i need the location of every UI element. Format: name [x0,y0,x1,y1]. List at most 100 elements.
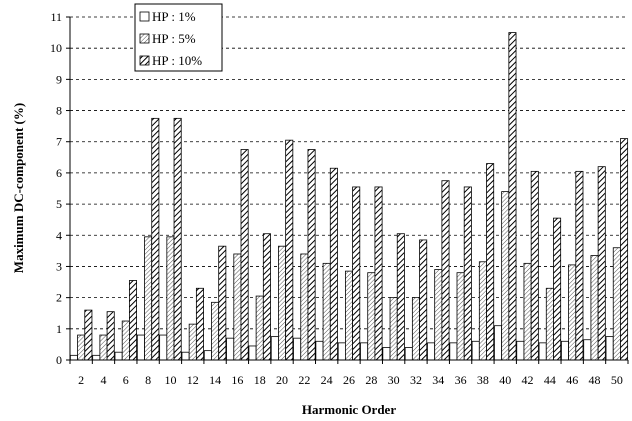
bar-4-series-2 [106,311,115,361]
x-tick-label: 14 [209,373,221,387]
bar-18-series-2 [262,233,271,361]
x-tick-label: 40 [499,373,511,387]
bar-34-series-1 [434,269,443,361]
bar-32-series-2 [419,239,428,361]
bar-6-series-1 [121,320,130,361]
bar-4-series-1 [99,334,108,361]
bar-8-series-1 [144,236,153,361]
bar-44-series-1 [545,287,554,361]
y-tick-labels: 0 1 2 3 4 5 6 7 8 9 10 11 [50,10,70,367]
bar-26-series-1 [344,270,353,361]
bar-38-series-1 [478,261,487,361]
x-tick-label: 26 [343,373,355,387]
x-tick-label: 50 [611,373,623,387]
bar-14-series-2 [218,245,227,361]
x-tick-label: 18 [254,373,266,387]
y-tick-label: 9 [56,72,62,86]
bar-48-series-1 [590,255,599,361]
bar-50-series-2 [620,138,629,361]
y-tick-label: 10 [50,41,62,55]
legend-box [134,3,223,72]
bar-12-series-1 [188,323,197,361]
bar-46-series-0 [561,340,570,361]
y-tick-label: 6 [56,166,62,180]
x-tick-label: 10 [164,373,176,387]
bar-28-series-2 [374,186,383,361]
bar-44-series-2 [553,217,562,361]
bar-6-series-2 [128,280,137,361]
y-tick-label: 8 [56,104,62,118]
y-axis-title: Maximum DC-component (%) [11,103,26,273]
legend-label-hp1: HP : 1% [152,9,196,24]
bar-18-series-1 [255,295,264,361]
y-tick-label: 4 [56,228,62,242]
x-tick-label: 32 [410,373,422,387]
bar-14-series-0 [203,350,212,361]
bar-46-series-1 [568,264,577,361]
y-tick-label: 5 [56,197,62,211]
x-tick-label: 16 [231,373,243,387]
legend-swatch-hp5 [139,33,150,44]
x-tick-label: 34 [432,373,444,387]
bar-22-series-1 [300,253,309,361]
x-tick-labels: 2 4 6 8 10 12 14 16 18 20 22 24 26 28 30 32 34 36 38 40 42 44… [69,360,629,387]
axes [69,17,628,361]
y-tick-label: 3 [56,259,62,273]
bar-26-series-0 [337,342,346,361]
bar-8-series-2 [151,117,160,361]
x-tick-label: 48 [589,373,601,387]
bar-24-series-2 [329,167,338,361]
bar-16-series-1 [233,253,242,361]
x-tick-label: 24 [321,373,333,387]
bar-12-series-2 [195,287,204,361]
bar-44-series-0 [538,342,547,361]
bar-10-series-2 [173,117,182,361]
bar-2-series-2 [84,309,93,361]
x-tick-label: 6 [123,373,129,387]
bar-46-series-2 [575,170,584,361]
bar-24-series-0 [315,340,324,361]
legend-swatch-hp1 [139,11,150,22]
bar-36-series-2 [463,186,472,361]
bar-10-series-0 [159,334,168,361]
bar-28-series-0 [360,342,369,361]
x-tick-label: 22 [298,373,310,387]
bar-20-series-2 [285,139,294,361]
bar-8-series-0 [136,334,145,361]
x-tick-label: 28 [365,373,377,387]
bar-30-series-1 [389,297,398,361]
x-tick-label: 44 [544,373,556,387]
bar-42-series-0 [516,340,525,361]
y-tick-label: 11 [50,10,62,24]
y-tick-label: 7 [56,135,62,149]
bar-26-series-2 [352,186,361,361]
bars [69,32,629,361]
bar-32-series-0 [404,347,413,361]
y-tick-label: 0 [56,353,62,367]
bar-14-series-1 [211,301,220,361]
y-tick-label: 2 [56,291,62,305]
bar-4-series-0 [92,354,101,361]
bar-6-series-0 [114,351,123,361]
y-tick-label: 1 [56,322,62,336]
x-tick-label: 4 [100,373,106,387]
x-axis-title: Harmonic Order [302,402,396,417]
bar-12-series-0 [181,351,190,361]
bar-40-series-2 [508,32,517,361]
bar-32-series-1 [411,297,420,361]
bar-10-series-1 [166,236,175,361]
x-tick-label: 30 [388,373,400,387]
x-tick-label: 12 [187,373,199,387]
bar-36-series-0 [449,342,458,361]
bar-2-series-0 [69,354,78,361]
bar-30-series-0 [382,347,391,361]
legend: HP : 1% HP : 5% HP : 10% [134,3,223,72]
bar-34-series-0 [427,342,436,361]
bar-36-series-1 [456,272,465,361]
x-tick-label: 36 [455,373,467,387]
bar-40-series-0 [494,325,503,361]
bar-50-series-0 [605,336,614,361]
bar-50-series-1 [612,247,621,361]
x-tick-label: 42 [522,373,534,387]
bar-22-series-2 [307,149,316,361]
